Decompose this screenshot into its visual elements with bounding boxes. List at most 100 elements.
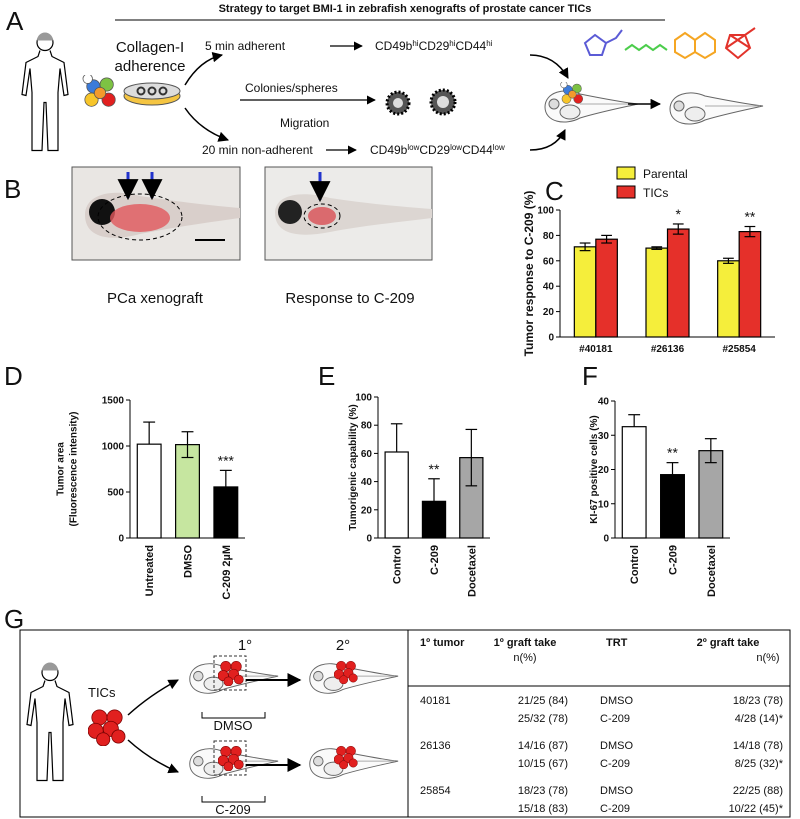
y-tick-label: 20 (543, 307, 555, 318)
table-cell: DMSO (600, 740, 633, 752)
error-bar (651, 246, 663, 250)
table-header: 2º graft take (697, 637, 760, 649)
bar (573, 246, 597, 338)
panel-letter: F (582, 361, 598, 391)
y-tick-label: 0 (603, 534, 609, 545)
marker-part: low (450, 143, 462, 152)
error-bar (666, 462, 679, 487)
bar (595, 238, 618, 338)
human-icon (21, 31, 69, 152)
table-cell: 14/16 (87) (518, 740, 568, 752)
caption: Response to C-209 (285, 290, 414, 307)
stage-label: 1° (238, 637, 252, 654)
marker-part: low (407, 143, 419, 152)
marker-part: hi (486, 39, 492, 48)
arrow (529, 54, 569, 79)
table-cell: 14/18 (78) (733, 740, 783, 752)
panel-letter: A (6, 6, 24, 36)
y-tick-label: 40 (598, 397, 610, 408)
y-tick-label: 100 (355, 393, 372, 404)
stage-label: 2° (336, 637, 350, 654)
table-cell: 8/25 (32)* (735, 758, 784, 770)
y-tick-label: 80 (361, 421, 373, 432)
fish-pair (189, 655, 399, 694)
bar (645, 247, 669, 338)
cells-label: TICs (88, 685, 116, 700)
x-tick-label: #40181 (579, 344, 613, 355)
panel-letter: B (4, 174, 21, 204)
bar (738, 230, 762, 338)
error-bar (428, 478, 440, 524)
human-icon (26, 661, 74, 782)
bracket (201, 712, 266, 719)
y-tick-label: 20 (361, 505, 373, 516)
bracket (201, 796, 266, 803)
legend-label: Parental (643, 167, 688, 181)
zebrafish (544, 90, 639, 123)
legend-swatch (616, 166, 636, 180)
micrograph (71, 166, 241, 261)
marker-part: CD29 (419, 143, 450, 157)
marker-part: CD44 (456, 39, 487, 53)
fish-pair (189, 740, 399, 779)
table-cell: 22/25 (88) (733, 785, 783, 797)
y-tick-label: 80 (543, 231, 555, 242)
bar (621, 426, 647, 539)
panel-box (19, 629, 791, 818)
x-tick-label: DMSO (183, 545, 195, 578)
marker-part: low (493, 143, 505, 152)
table-cell: 25/32 (78) (518, 713, 568, 725)
bar (384, 451, 409, 539)
x-tick-label: Docetaxel (706, 545, 718, 597)
table-header: 1º tumor (420, 637, 465, 649)
treatment-label: DMSO (214, 718, 253, 733)
error-bar (390, 423, 403, 452)
x-tick-label: Control (392, 545, 404, 584)
x-tick-label: C-209 2µM (221, 545, 233, 600)
annotation: ** (744, 209, 755, 225)
y-tick-label: 10 (598, 499, 610, 510)
x-tick-label: #26136 (651, 344, 685, 355)
y-tick-label: 30 (598, 431, 610, 442)
y-tick-label: 60 (361, 449, 373, 460)
bar (717, 260, 740, 338)
table-cell: 10/22 (45)* (729, 803, 784, 815)
table-cell: C-209 (600, 758, 630, 770)
y-tick-label: 0 (366, 534, 372, 545)
table-cell: DMSO (600, 695, 633, 707)
marker-part: CD44 (462, 143, 493, 157)
y-tick-label: 40 (361, 477, 373, 488)
bar (698, 450, 724, 539)
x-tick-label: Docetaxel (466, 545, 478, 597)
y-axis-label: (Fluorescence intensity) (69, 411, 80, 526)
error-bar (579, 242, 591, 252)
tic-cluster (88, 709, 126, 746)
table-cell: 10/15 (67) (518, 758, 568, 770)
zebrafish (669, 92, 764, 125)
error-bar (465, 428, 478, 487)
error-bar (601, 234, 612, 244)
panel-letter: E (318, 361, 335, 391)
table-cell: 25854 (420, 785, 451, 797)
drug-structures (583, 27, 756, 60)
x-tick-label: #25854 (722, 344, 756, 355)
annotation: ** (667, 445, 678, 461)
x-tick-label: C-209 (668, 545, 680, 575)
y-tick-label: 500 (107, 488, 124, 499)
x-tick-label: Control (629, 545, 641, 584)
y-axis-label: Tumorigenic capability (%) (348, 404, 359, 531)
panel-title: Strategy to target BMI-1 in zebrafish xe… (219, 3, 592, 15)
route-label: Colonies/spheres (245, 81, 338, 95)
route-label: Migration (280, 116, 329, 130)
arrow (184, 107, 229, 142)
y-tick-label: 1000 (102, 442, 125, 453)
y-tick-label: 40 (543, 282, 555, 293)
error-bar (704, 438, 717, 464)
marker-part: hi (449, 39, 455, 48)
arrow (529, 129, 566, 151)
error-bar (672, 223, 684, 235)
error-bar (181, 431, 194, 459)
y-tick-label: 60 (543, 256, 555, 267)
y-axis-label: Tumor area (56, 442, 67, 496)
table-cell: 21/25 (84) (518, 695, 568, 707)
